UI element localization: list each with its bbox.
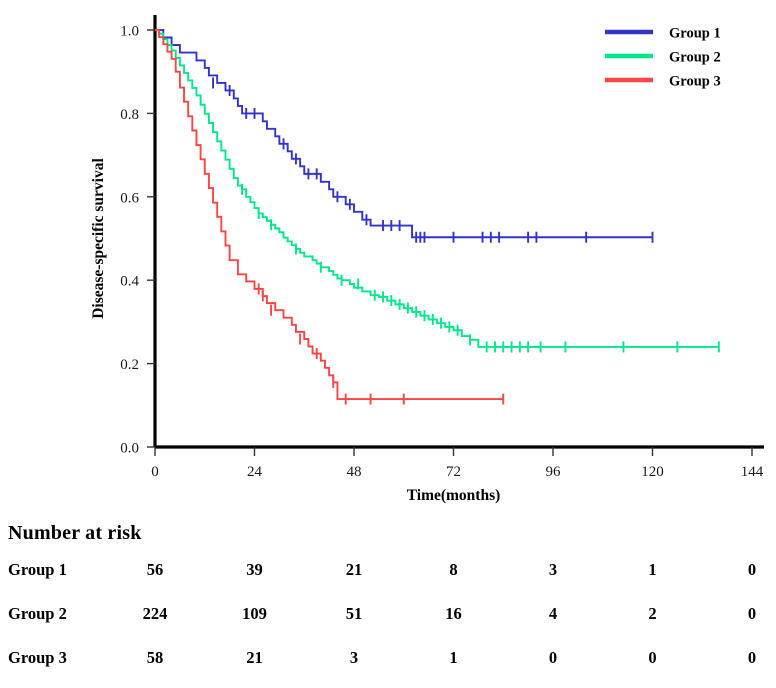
risk-cell: 8 <box>449 560 458 579</box>
x-tick-label: 72 <box>446 464 461 480</box>
risk-cell: 0 <box>747 648 757 667</box>
x-tick-label: 24 <box>247 464 263 480</box>
y-tick-label: 0.0 <box>120 441 139 457</box>
kaplan-meier-chart: 0.0 0.2 0.4 0.6 0.8 1.0 0 24 48 72 96 120 144 Time(mo… <box>90 15 764 504</box>
risk-cell: 2 <box>648 604 657 623</box>
risk-cell: 0 <box>548 648 558 667</box>
x-tick-label: 120 <box>641 464 664 480</box>
curve-group-3 <box>155 29 504 400</box>
risk-cell: 3 <box>349 648 359 667</box>
legend-label-2: Group 2 <box>669 50 721 66</box>
risk-cell: 109 <box>242 604 267 623</box>
y-tick-label: 0.4 <box>120 274 139 290</box>
y-tick-label: 0.6 <box>120 190 139 206</box>
risk-cell: 16 <box>445 604 462 623</box>
x-axis-title: Time(months) <box>407 487 501 504</box>
risk-cell: 56 <box>146 560 164 579</box>
risk-row-label: Group 2 <box>8 604 67 623</box>
series-1 <box>155 29 654 243</box>
risk-cell: 0 <box>747 604 757 623</box>
chart-canvas: 0.0 0.2 0.4 0.6 0.8 1.0 0 24 48 72 96 120 144 Time(mo… <box>90 15 764 504</box>
risk-row-label: Group 1 <box>8 560 67 579</box>
risk-cell: 3 <box>548 560 558 579</box>
risk-cell: 1 <box>449 648 458 667</box>
risk-cell: 1 <box>648 560 657 579</box>
risk-cell: 0 <box>747 560 757 579</box>
legend-label-1: Group 1 <box>669 26 721 42</box>
risk-cell: 58 <box>146 648 164 667</box>
y-tick-label: 0.2 <box>120 357 139 373</box>
y-tick-label: 1.0 <box>120 24 139 40</box>
risk-cell: 21 <box>345 560 363 579</box>
risk-cell: 224 <box>142 604 168 623</box>
risk-cell: 21 <box>246 648 263 667</box>
x-tick-label: 144 <box>741 464 764 480</box>
risk-table-row: Group 2 224 109 51 16 4 2 0 <box>0 604 776 632</box>
series-2 <box>155 29 720 353</box>
curve-group-2 <box>155 29 719 348</box>
x-tick-label: 0 <box>151 464 159 480</box>
x-tick-label: 96 <box>546 464 562 480</box>
risk-row-label: Group 3 <box>8 648 67 667</box>
risk-cell: 4 <box>548 604 558 623</box>
curve-group-1 <box>155 29 653 239</box>
series-3 <box>155 29 505 405</box>
chart-legend: Group 1 Group 2 Group 3 <box>605 26 721 90</box>
risk-cell: 51 <box>345 604 363 623</box>
risk-cell: 39 <box>246 560 263 579</box>
y-tick-label: 0.8 <box>120 107 139 123</box>
x-tick-label: 48 <box>347 464 362 480</box>
risk-table-row: Group 3 58 21 3 1 0 0 0 <box>0 648 776 676</box>
risk-table-title: Number at risk <box>8 522 142 544</box>
y-axis-title: Disease-specific survival <box>90 158 107 319</box>
risk-table-row: Group 1 56 39 21 8 3 1 0 <box>0 560 776 588</box>
legend-label-3: Group 3 <box>669 74 721 90</box>
risk-cell: 0 <box>648 648 657 667</box>
